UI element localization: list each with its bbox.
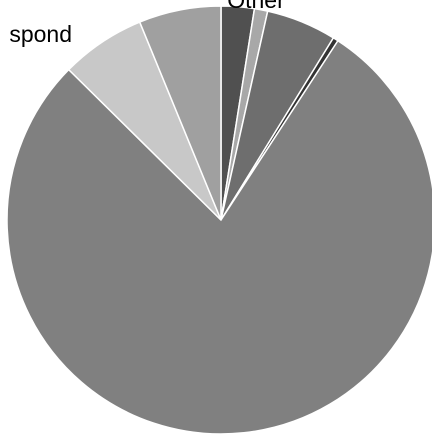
pie-slice [6, 39, 432, 435]
pie-slice [138, 5, 222, 221]
slice-label: spond [9, 21, 72, 47]
slice-label: Other [227, 0, 285, 13]
